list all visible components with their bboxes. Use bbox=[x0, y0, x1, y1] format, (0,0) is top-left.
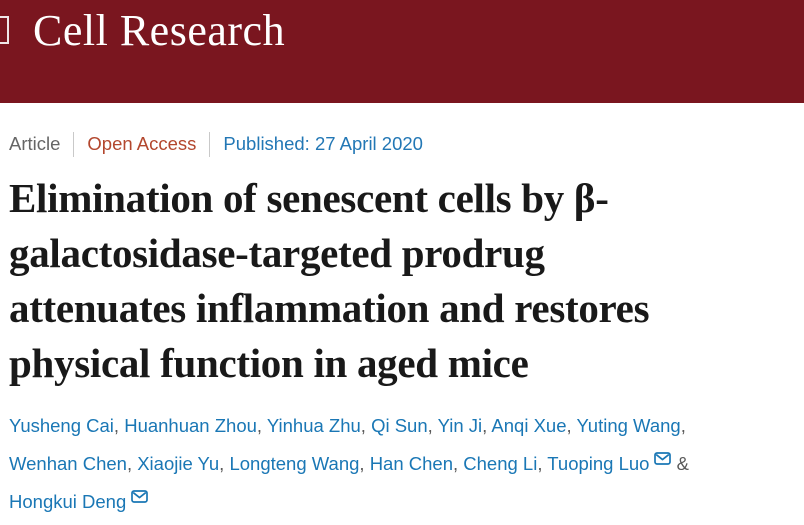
author-separator: , bbox=[453, 453, 464, 474]
meta-divider bbox=[209, 131, 211, 157]
article-title-line: galactosidase-targeted prodrug bbox=[9, 230, 545, 276]
email-envelope-icon[interactable] bbox=[131, 490, 149, 503]
author-link[interactable]: Tuoping Luo bbox=[547, 453, 650, 474]
author-line: Yusheng Cai, Huanhuan Zhou, Yinhua Zhu, … bbox=[9, 407, 792, 445]
author-link[interactable]: Huanhuan Zhou bbox=[124, 415, 257, 436]
article-title-line: physical function in aged mice bbox=[9, 340, 529, 386]
author-separator: , bbox=[126, 453, 138, 474]
author-separator: , bbox=[537, 453, 548, 474]
author-link[interactable]: Yin Ji bbox=[437, 415, 483, 436]
author-link[interactable]: Yinhua Zhu bbox=[266, 415, 361, 436]
article-title-line: Elimination of senescent cells by β- bbox=[9, 175, 609, 221]
email-envelope-icon[interactable] bbox=[654, 452, 672, 465]
author-separator: , bbox=[482, 415, 492, 436]
author-link[interactable]: Anqi Xue bbox=[491, 415, 567, 436]
author-separator: , bbox=[360, 415, 372, 436]
author-separator: , bbox=[566, 415, 577, 436]
author-separator: & bbox=[671, 453, 695, 474]
article-title-line: attenuates inflammation and restores bbox=[9, 285, 650, 331]
author-link[interactable]: Cheng Li bbox=[463, 453, 538, 474]
article-type-label: Article bbox=[9, 133, 61, 154]
author-link[interactable]: Longteng Wang bbox=[229, 453, 360, 474]
open-access-link[interactable]: Open Access bbox=[87, 133, 197, 154]
author-link[interactable]: Hongkui Deng bbox=[9, 491, 127, 512]
article-title: Elimination of senescent cells by β- gal… bbox=[9, 171, 792, 391]
journal-header: Cell Research bbox=[0, 0, 804, 103]
journal-cover-fragment bbox=[0, 16, 9, 44]
author-separator: , bbox=[113, 415, 125, 436]
author-separator: , bbox=[256, 415, 267, 436]
published-date: Published: 27 April 2020 bbox=[223, 133, 423, 154]
author-link[interactable]: Yusheng Cai bbox=[9, 415, 114, 436]
author-separator: , bbox=[427, 415, 438, 436]
meta-divider bbox=[73, 131, 75, 157]
author-link[interactable]: Wenhan Chen bbox=[9, 453, 127, 474]
author-link[interactable]: Yuting Wang bbox=[576, 415, 681, 436]
author-separator: , bbox=[359, 453, 370, 474]
author-list: Yusheng Cai, Huanhuan Zhou, Yinhua Zhu, … bbox=[9, 407, 792, 521]
author-separator: , bbox=[219, 453, 230, 474]
journal-title[interactable]: Cell Research bbox=[33, 6, 286, 55]
author-link[interactable]: Xiaojie Yu bbox=[137, 453, 220, 474]
article-meta-row: Article Open Access Published: 27 April … bbox=[9, 131, 792, 157]
author-link[interactable]: Qi Sun bbox=[371, 415, 428, 436]
author-line: Hongkui Deng bbox=[9, 483, 792, 521]
author-link[interactable]: Han Chen bbox=[369, 453, 453, 474]
author-line: Wenhan Chen, Xiaojie Yu, Longteng Wang, … bbox=[9, 445, 792, 483]
article-header-section: Article Open Access Published: 27 April … bbox=[0, 131, 804, 521]
author-separator: , bbox=[680, 415, 686, 436]
